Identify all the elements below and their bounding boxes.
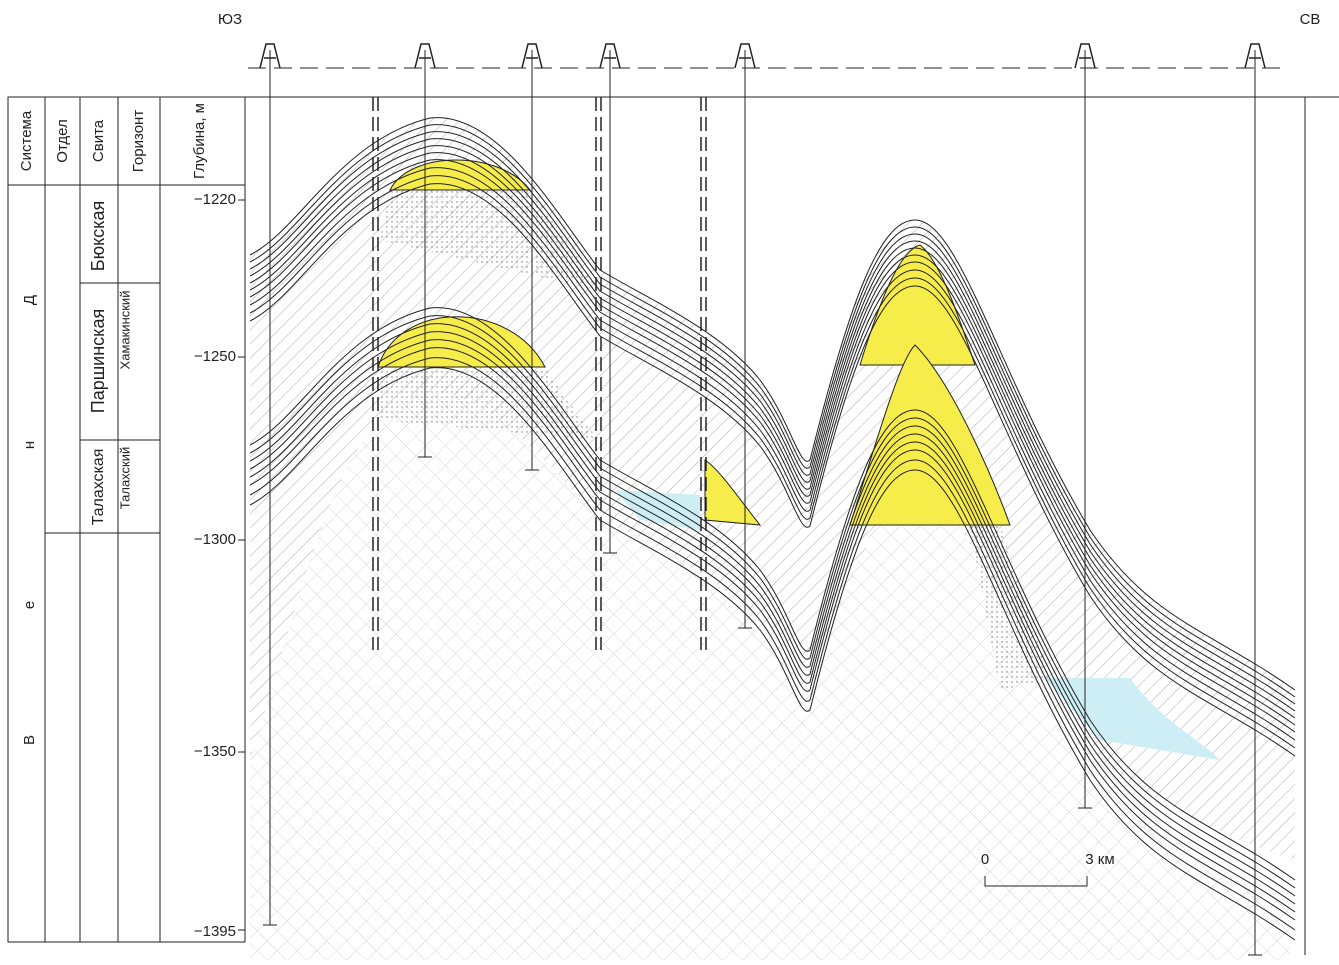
depth-label: −1250 [194, 348, 236, 365]
layer-line [249, 175, 1296, 749]
layer-line [249, 315, 1296, 889]
layer-line [249, 323, 1296, 897]
system-letter: е [21, 601, 38, 609]
derrick [599, 43, 621, 69]
layer-line [249, 183, 1296, 757]
layer-lines [249, 117, 1296, 941]
system-letter: н [21, 441, 38, 449]
layer-line [249, 145, 1296, 719]
layer-line [249, 331, 1296, 905]
faults [372, 97, 707, 650]
direction-ne: СВ [1300, 11, 1321, 28]
derrick [414, 43, 436, 69]
horizon: Хамакинский [117, 291, 132, 370]
derrick [521, 43, 543, 69]
column-header: Горизонт [130, 110, 147, 173]
derrick [1244, 43, 1266, 69]
derrick [1074, 43, 1096, 69]
system-letter: Д [21, 295, 38, 305]
layer-line [249, 159, 1296, 733]
formation: Бюкская [88, 201, 108, 271]
horizon: Талахский [117, 447, 132, 509]
column-header: Глубина, м [191, 103, 208, 179]
depth-label: −1300 [194, 531, 236, 548]
layer-line [249, 339, 1296, 913]
layer-line [249, 167, 1296, 741]
formation: Паршинская [88, 309, 108, 413]
column-header: Система [18, 110, 35, 171]
layer-line [249, 367, 1296, 941]
derrick [734, 43, 756, 69]
layer-line [249, 307, 1296, 881]
strata [250, 117, 1295, 960]
scale-start: 0 [981, 851, 989, 868]
left-table [7, 67, 1339, 955]
layer-line [249, 357, 1296, 931]
derrick [259, 43, 281, 69]
layer-line [249, 117, 1296, 691]
layer-line [249, 347, 1296, 921]
formation: Талахская [90, 449, 107, 526]
depth-label: −1220 [194, 191, 236, 208]
wells [259, 43, 1266, 956]
layer-line [249, 138, 1296, 712]
column-header: Свита [90, 119, 107, 162]
layer-line [249, 131, 1296, 705]
layer-line [249, 152, 1296, 726]
scale-end: 3 км [1085, 851, 1114, 868]
depth-label: −1350 [194, 743, 236, 760]
system-letter: В [21, 735, 38, 745]
column-header: Отдел [54, 119, 71, 162]
depth-label: −1395 [194, 923, 236, 940]
layer-line [249, 124, 1296, 698]
direction-sw: ЮЗ [218, 11, 242, 28]
